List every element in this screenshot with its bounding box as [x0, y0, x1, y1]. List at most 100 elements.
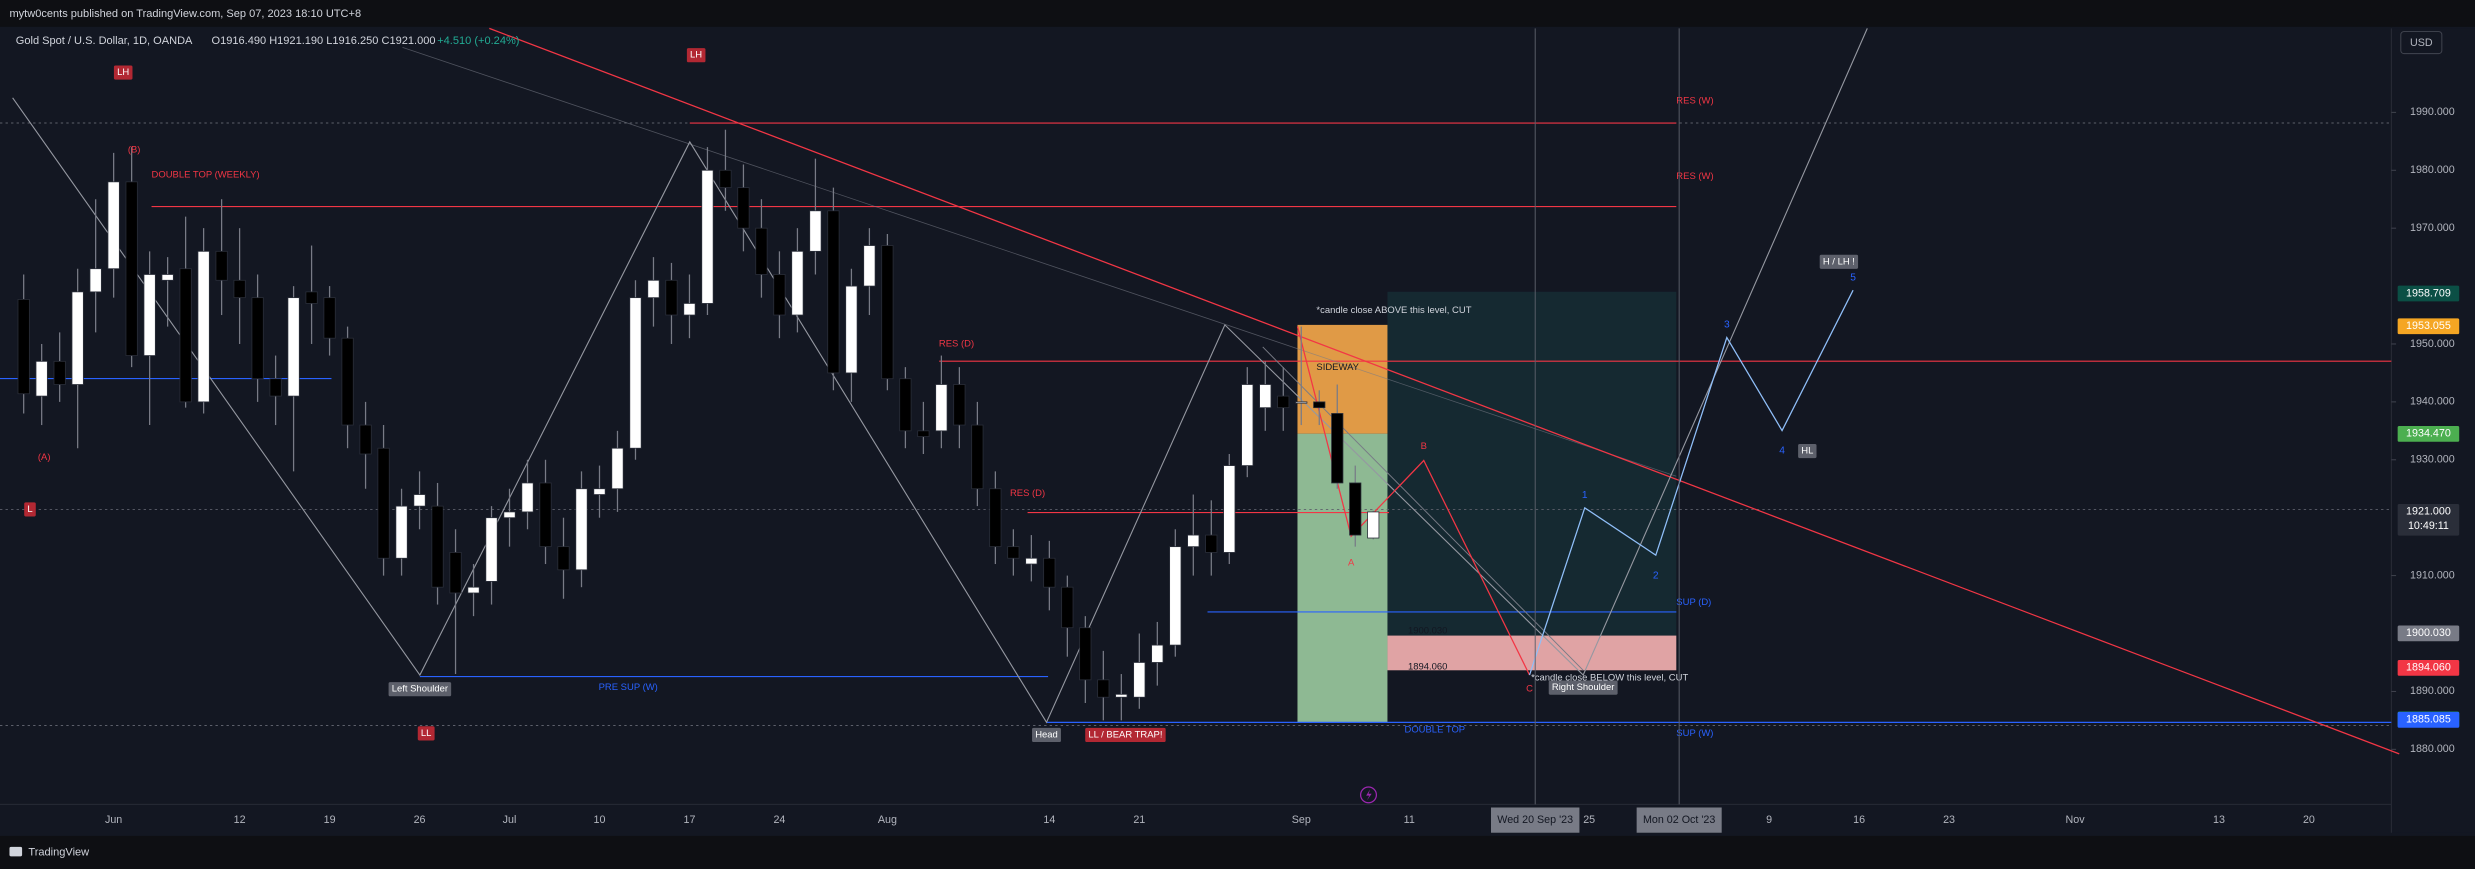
y-tick-label: 1880.000: [2410, 743, 2455, 755]
annotation: SUP (W): [1676, 728, 1713, 739]
candle-body: [611, 447, 624, 490]
candle-body: [35, 360, 48, 397]
candle-body: [593, 488, 606, 495]
wave-label: 1: [1582, 490, 1588, 501]
candle-body: [1079, 627, 1092, 681]
candle-body: [1223, 465, 1236, 553]
x-tick-label: 21: [1133, 814, 1145, 826]
candle-body: [1151, 644, 1164, 663]
candle-body: [647, 279, 660, 299]
candle-body: [269, 378, 282, 397]
candle-body: [1025, 557, 1038, 565]
annotation: SUP (D): [1676, 597, 1711, 608]
candle-body: [989, 488, 1002, 548]
annotation: H / LH !: [1823, 256, 1855, 267]
trend-line: [402, 46, 1677, 477]
price-badge: [2397, 285, 2460, 302]
candle-body: [17, 298, 30, 395]
candle-body: [1259, 384, 1272, 409]
change: +4.510 (+0.24%): [437, 35, 519, 47]
annotation-box: [1032, 727, 1061, 743]
candle-body: [1331, 413, 1344, 484]
annotation-box: [1798, 443, 1817, 459]
candle-body: [1115, 693, 1128, 698]
candle-body: [719, 169, 732, 189]
price-badge: [2397, 711, 2460, 728]
price-badge-label: 1894.060: [2406, 662, 2451, 674]
y-tick-label: 1910.000: [2410, 569, 2455, 581]
x-tick-label: 12: [234, 814, 246, 826]
candle-body: [737, 187, 750, 229]
brand-logo: [9, 846, 23, 857]
y-tick-label: 1890.000: [2410, 685, 2455, 697]
annotation: RES (D): [1010, 488, 1045, 499]
x-tick-label: 25: [1583, 814, 1595, 826]
annotation-box: [24, 502, 36, 517]
candle-body: [629, 297, 642, 449]
annotation: *candle close BELOW this level, CUT: [1531, 673, 1688, 684]
annotation: Left Shoulder: [392, 684, 448, 695]
candle-body: [197, 250, 210, 403]
wave-label: 2: [1653, 570, 1659, 581]
y-tick-label: 1940.000: [2410, 396, 2455, 408]
event-icon[interactable]: [1359, 786, 1378, 804]
candle-body: [485, 517, 498, 582]
candle-body: [377, 447, 390, 559]
symbol: Gold Spot / U.S. Dollar, 1D, OANDA: [16, 35, 193, 47]
candle-body: [917, 430, 930, 438]
annotation: DOUBLE TOP (WEEKLY): [152, 170, 260, 181]
annotation: HL: [1801, 446, 1813, 457]
candle-body: [71, 291, 84, 385]
candle-body: [881, 245, 894, 380]
candle-body: [899, 378, 912, 432]
candle-body: [341, 337, 354, 426]
price-badge-label: 1953.055: [2406, 320, 2451, 332]
date-marker-label: Wed 20 Sep '23: [1497, 814, 1573, 826]
candle-body: [1313, 401, 1326, 409]
x-tick-label: 20: [2303, 814, 2315, 826]
annotation: LL / BEAR TRAP!: [1088, 729, 1162, 740]
candle-body: [971, 424, 984, 490]
wave-path: [1528, 289, 1854, 676]
currency-box[interactable]: [2400, 31, 2443, 55]
annotation: (A): [38, 452, 51, 463]
x-tick-label: 23: [1943, 814, 1955, 826]
candle-body: [359, 424, 372, 455]
candle-body: [1169, 546, 1182, 646]
footer: [0, 835, 2475, 869]
price-badge: [2397, 504, 2460, 536]
candle-body: [953, 384, 966, 426]
y-tick-label: 1930.000: [2410, 454, 2455, 466]
candle-body: [431, 505, 444, 588]
candle-body: [395, 505, 408, 559]
candle-body: [1043, 557, 1056, 588]
annotation: 1900.030: [1408, 625, 1447, 636]
x-tick-label: 26: [414, 814, 426, 826]
annotation: B: [1421, 441, 1427, 452]
candle-body: [683, 303, 696, 316]
candle-body: [143, 274, 156, 356]
price-badge: [2397, 318, 2460, 335]
candle-body: [827, 210, 840, 374]
candle-body: [287, 297, 300, 397]
event-icon-bolt: [1366, 789, 1372, 801]
annotation: RES (W): [1676, 95, 1713, 106]
y-tick-label: 1970.000: [2410, 222, 2455, 234]
annotation-box: [686, 48, 706, 63]
candle-body: [503, 511, 516, 519]
annotation: DOUBLE TOP: [1404, 725, 1465, 736]
x-tick-label: Jul: [503, 814, 517, 826]
candle-body: [1061, 586, 1074, 629]
candle-body: [701, 169, 714, 304]
ohlc: O1916.490 H1921.190 L1916.250 C1921.000: [212, 35, 436, 47]
annotation: SIDEWAY: [1316, 362, 1359, 373]
price-badge-label: 1921.000: [2406, 506, 2451, 518]
annotation: Right Shoulder: [1552, 682, 1615, 693]
candle-body: [215, 250, 228, 281]
wave-label: 5: [1850, 272, 1856, 283]
x-tick-label: 10: [594, 814, 606, 826]
candle-body: [1097, 679, 1110, 698]
candle-body: [557, 546, 570, 571]
annotation: C: [1526, 684, 1533, 695]
